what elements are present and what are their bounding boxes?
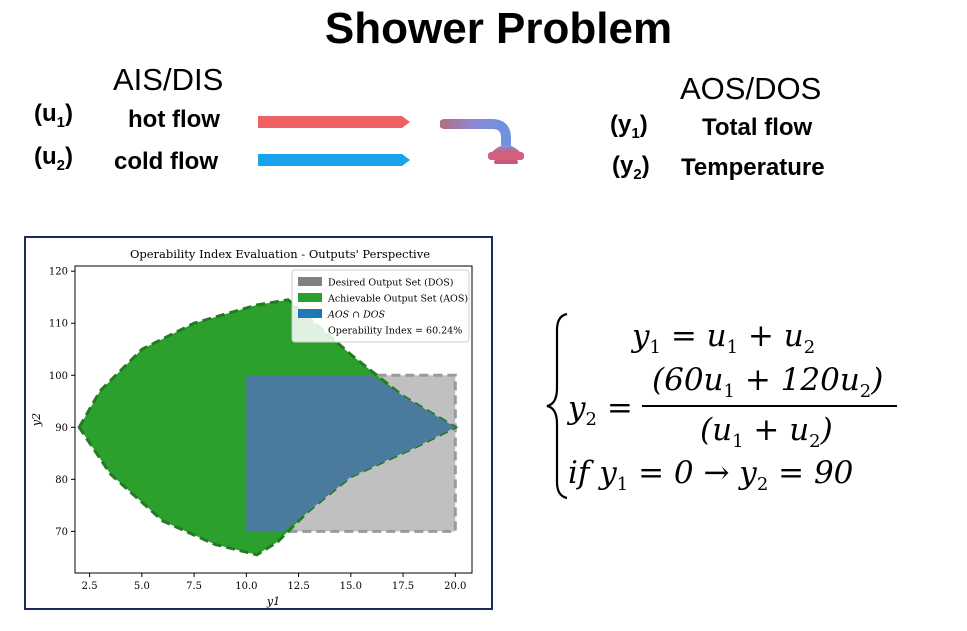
legend-label: Operability Index = 60.24% (328, 326, 462, 337)
plot-area (77, 298, 459, 557)
y-tick-label: 90 (55, 423, 68, 434)
x-tick-label: 17.5 (392, 581, 414, 592)
output-var-y2: (y2) (612, 152, 650, 183)
legend-label: Desired Output Set (DOS) (328, 278, 453, 289)
x-tick-label: 7.5 (186, 581, 202, 592)
y-tick-label: 110 (49, 319, 68, 330)
x-tick-label: 12.5 (287, 581, 309, 592)
y-tick-label: 120 (49, 267, 68, 278)
page-title: Shower Problem (324, 4, 673, 53)
x-tick-label: 20.0 (444, 581, 466, 592)
y-tick-label: 80 (55, 475, 68, 486)
legend-label: AOS ∩ DOS (327, 310, 386, 321)
equation-3: if y1 = 0 → y2 = 90 (568, 455, 854, 496)
shower-head-icon (440, 119, 524, 164)
chart-svg: Operability Index Evaluation - Outputs' … (30, 247, 473, 608)
x-tick-label: 10.0 (235, 581, 257, 592)
legend-label: Achievable Output Set (AOS) (327, 294, 468, 305)
fraction-bar (642, 405, 897, 407)
x-tick-label: 2.5 (82, 581, 98, 592)
legend-swatch (298, 309, 322, 318)
equation-2-numerator: (60u1 + 120u2) (652, 362, 884, 403)
outputs-header: AOS/DOS (680, 71, 822, 106)
aos-dos-intersection (246, 375, 456, 532)
inputs-header: AIS/DIS (113, 62, 224, 97)
operability-chart: Operability Index Evaluation - Outputs' … (24, 236, 493, 610)
legend-box (291, 269, 470, 343)
equation-brace (546, 312, 568, 500)
axes: 2.5 5.0 7.5 10.0 12.5 15.0 17.5 20.0 70 80 90 100 11… (30, 267, 466, 608)
y-axis-label: y2 (30, 413, 43, 427)
legend-swatch (298, 293, 322, 302)
input-var-u2: (u2) (34, 143, 73, 174)
legend: Desired Output Set (DOS) Achievable Outpu… (291, 269, 470, 343)
output-label-total-flow: Total flow (702, 114, 813, 141)
legend-swatch (298, 277, 322, 286)
y-tick-label: 100 (49, 371, 68, 382)
plot-border (74, 265, 473, 574)
x-tick-label: 15.0 (340, 581, 362, 592)
y-tick-label: 70 (55, 527, 68, 538)
input-var-u1: (u1) (34, 100, 73, 131)
equation-1: y1 = u1 + u2 (632, 318, 816, 359)
x-tick-label: 5.0 (134, 581, 150, 592)
output-var-y1: (y1) (610, 111, 648, 142)
x-axis-label: y1 (266, 595, 280, 608)
chart-title: Operability Index Evaluation - Outputs' … (130, 247, 430, 261)
equation-2-denominator: (u1 + u2) (700, 412, 833, 453)
input-label-cold-flow: cold flow (114, 148, 218, 175)
cold-flow-arrow (258, 154, 410, 166)
output-label-temperature: Temperature (681, 154, 825, 181)
equation-2-lhs: y2 = (568, 390, 633, 431)
hot-flow-arrow (258, 116, 410, 128)
input-label-hot-flow: hot flow (128, 106, 220, 133)
